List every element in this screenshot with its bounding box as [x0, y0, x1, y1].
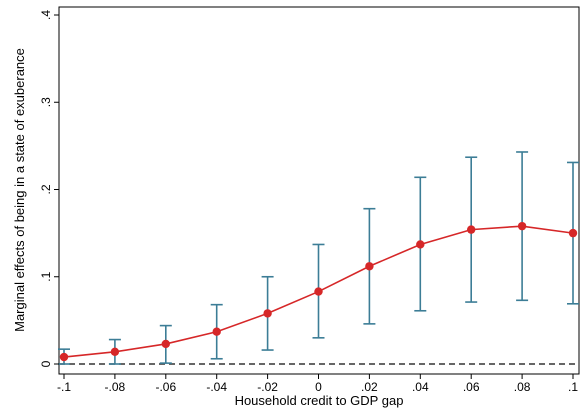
data-point [314, 287, 323, 296]
x-tick-label: .1 [568, 380, 578, 394]
series-marginal-effects [59, 221, 578, 362]
y-tick-label: 0 [39, 360, 53, 367]
x-tick-label: -.08 [105, 380, 126, 394]
y-axis: 0 .1 .2 .3 .4 [39, 10, 59, 367]
data-point [59, 352, 69, 362]
data-point [365, 262, 374, 271]
x-tick-label: -.1 [57, 380, 71, 394]
x-tick-label: -.06 [155, 380, 176, 394]
x-tick-label: .02 [361, 380, 378, 394]
y-tick-label: .3 [39, 97, 53, 107]
x-tick-label: .04 [412, 380, 429, 394]
data-point [110, 347, 120, 356]
y-tick-label: .4 [39, 10, 53, 20]
data-point [161, 339, 170, 349]
data-point [416, 240, 425, 249]
y-axis-title: Marginal effects of being in a state of … [12, 48, 27, 332]
x-axis-title: Household credit to GDP gap [235, 393, 404, 408]
x-tick-label: -.04 [206, 380, 227, 394]
data-point [263, 309, 272, 318]
data-point [568, 228, 578, 238]
data-point [212, 327, 221, 336]
x-tick-label: 0 [315, 380, 322, 394]
data-point [517, 221, 527, 231]
x-tick-label: .06 [463, 380, 480, 394]
x-tick-label: .08 [514, 380, 531, 394]
y-tick-label: .1 [39, 271, 53, 281]
data-point [467, 225, 476, 234]
x-axis: -.1 -.08 -.06 -.04 -.02 0 .02 .04 .06 .08 .1 [57, 374, 578, 394]
y-tick-label: .2 [39, 184, 53, 194]
x-tick-label: -.02 [257, 380, 278, 394]
